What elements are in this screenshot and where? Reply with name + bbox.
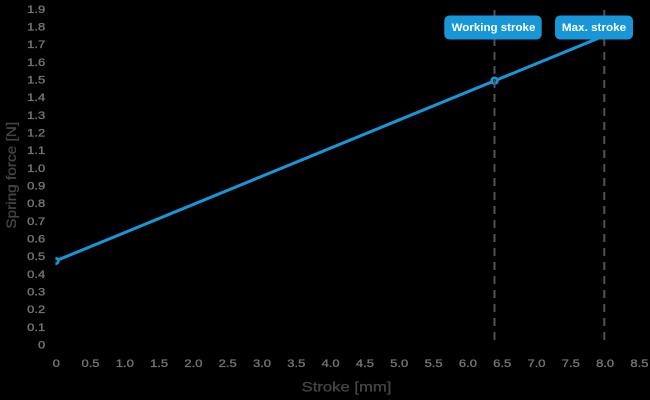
svg-text:8.5: 8.5	[630, 357, 648, 370]
svg-text:0: 0	[38, 338, 46, 351]
svg-text:0.3: 0.3	[27, 285, 45, 298]
svg-text:8.0: 8.0	[596, 357, 614, 370]
svg-text:3.0: 3.0	[253, 357, 271, 370]
svg-text:1.0: 1.0	[116, 357, 134, 370]
svg-text:1.2: 1.2	[27, 126, 45, 139]
svg-text:6.0: 6.0	[459, 357, 477, 370]
svg-text:1.6: 1.6	[27, 56, 45, 69]
svg-text:2.0: 2.0	[184, 357, 202, 370]
svg-text:1.5: 1.5	[27, 74, 45, 87]
svg-text:0.5: 0.5	[81, 357, 99, 370]
svg-text:1.9: 1.9	[27, 3, 45, 16]
svg-text:7.5: 7.5	[562, 357, 580, 370]
svg-text:0.5: 0.5	[27, 250, 45, 263]
svg-text:3.5: 3.5	[287, 357, 305, 370]
svg-text:0.1: 0.1	[27, 321, 45, 334]
svg-text:5.0: 5.0	[390, 357, 408, 370]
svg-text:6.5: 6.5	[493, 357, 511, 370]
svg-text:1.4: 1.4	[27, 91, 45, 104]
svg-text:0.7: 0.7	[27, 215, 45, 228]
svg-text:Stroke [mm]: Stroke [mm]	[302, 380, 392, 395]
svg-text:0.9: 0.9	[27, 179, 45, 192]
svg-text:5.5: 5.5	[425, 357, 443, 370]
svg-text:7.0: 7.0	[527, 357, 545, 370]
svg-text:0: 0	[53, 357, 61, 370]
svg-text:1.7: 1.7	[27, 38, 45, 51]
svg-text:4.5: 4.5	[356, 357, 374, 370]
svg-text:1.5: 1.5	[150, 357, 168, 370]
svg-text:1.3: 1.3	[27, 109, 45, 122]
svg-text:0.4: 0.4	[27, 268, 45, 281]
svg-text:2.5: 2.5	[219, 357, 237, 370]
svg-text:4.0: 4.0	[322, 357, 340, 370]
svg-text:0.8: 0.8	[27, 197, 45, 210]
svg-text:0.6: 0.6	[27, 232, 45, 245]
svg-text:Max. stroke: Max. stroke	[562, 22, 626, 34]
svg-text:Spring force [N]: Spring force [N]	[5, 122, 20, 229]
svg-text:1.1: 1.1	[27, 144, 45, 157]
svg-text:1.8: 1.8	[27, 21, 45, 34]
svg-text:1.0: 1.0	[27, 162, 45, 175]
svg-text:0.2: 0.2	[27, 303, 45, 316]
svg-text:Working stroke: Working stroke	[452, 22, 536, 34]
